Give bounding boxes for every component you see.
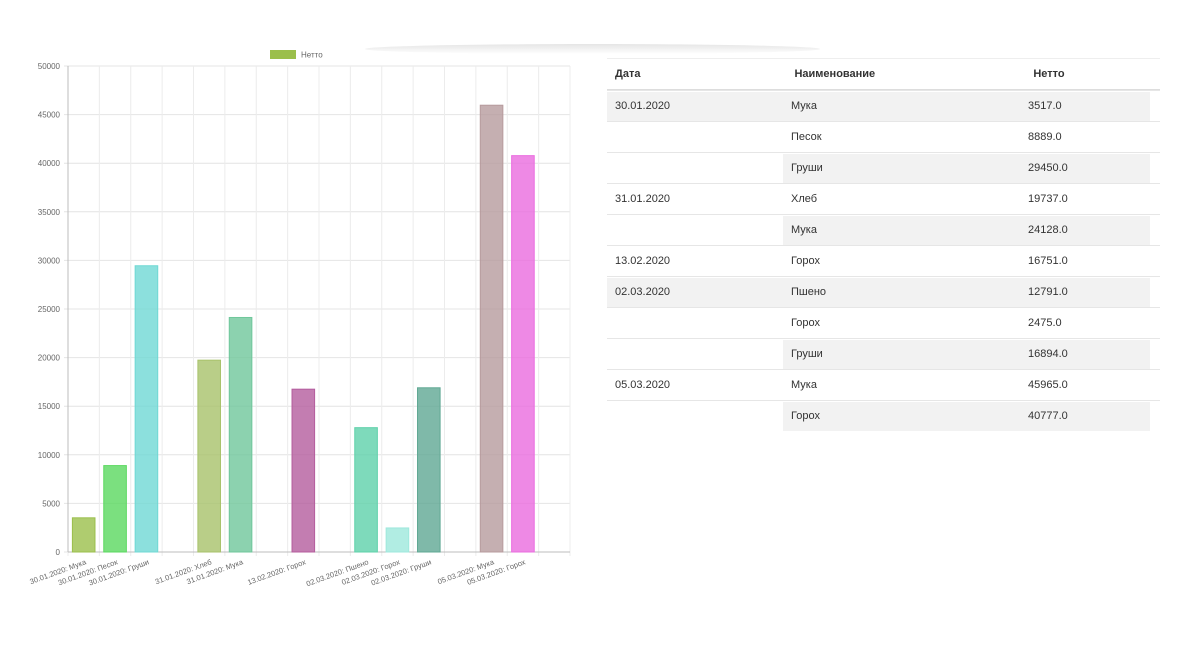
cell-date: 05.03.2020 [607, 370, 783, 400]
cell-name: Песок [791, 131, 822, 143]
cell-netto: 8889.0 [1028, 131, 1062, 143]
cell-netto: 24128.0 [1020, 215, 1150, 245]
cell-name: Горох [791, 317, 820, 329]
table-row: Песок 8889.0 [607, 121, 1160, 152]
cell-date [607, 401, 783, 431]
cell-name: Мука [783, 91, 1020, 121]
cell-date [607, 339, 783, 369]
cell-netto: 19737.0 [1028, 193, 1068, 205]
table-row: 31.01.2020 Хлеб 19737.0 [607, 183, 1160, 214]
cell-name: Мука [791, 379, 817, 391]
cell-date [607, 215, 783, 245]
table-row: Мука 24128.0 [607, 214, 1160, 245]
bar[interactable] [385, 527, 410, 553]
cell-name: Груши [783, 153, 1020, 183]
bar[interactable] [511, 155, 535, 553]
data-table: Дата Наименование Нетто 30.01.2020 Мука 35… [607, 58, 1160, 431]
table-header-row: Дата Наименование Нетто [607, 58, 1160, 90]
bar[interactable] [228, 316, 253, 553]
cell-date: 30.01.2020 [607, 91, 783, 121]
y-tick-label: 15000 [38, 402, 61, 411]
chart-bars [71, 104, 535, 553]
cell-date [607, 308, 783, 338]
cell-netto: 45965.0 [1028, 379, 1068, 391]
y-tick-label: 50000 [38, 62, 61, 71]
table-body: 30.01.2020 Мука 3517.0 Песок 8889.0 Груши 2945… [607, 90, 1160, 431]
cell-date: 31.01.2020 [607, 184, 783, 214]
cell-date [607, 153, 783, 183]
panel-shadow [365, 44, 820, 54]
bar[interactable] [197, 359, 221, 553]
chart-legend[interactable]: Нетто [270, 50, 323, 60]
cell-netto: 3517.0 [1020, 91, 1150, 121]
y-tick-label: 5000 [42, 499, 60, 508]
cell-name: Горох [791, 255, 820, 267]
cell-netto: 12791.0 [1020, 277, 1150, 307]
header-netto[interactable]: Нетто [1033, 68, 1065, 80]
table-row: 05.03.2020 Мука 45965.0 [607, 369, 1160, 400]
table-row: 30.01.2020 Мука 3517.0 [607, 90, 1160, 121]
legend-label: Нетто [301, 51, 323, 60]
table-row: Горох 2475.0 [607, 307, 1160, 338]
cell-netto: 29450.0 [1020, 153, 1150, 183]
y-tick-label: 25000 [38, 305, 61, 314]
cell-netto: 16751.0 [1028, 255, 1068, 267]
bar-chart: 0 5000 10000 15000 20000 25000 30000 35000 40000… [28, 50, 571, 588]
cell-name: Пшено [783, 277, 1020, 307]
table-row: Горох 40777.0 [607, 400, 1160, 431]
table-row: 02.03.2020 Пшено 12791.0 [607, 276, 1160, 307]
y-tick-label: 10000 [38, 451, 61, 460]
header-name[interactable]: Наименование [794, 68, 876, 80]
cell-name: Горох [783, 401, 1020, 431]
y-tick-label: 20000 [38, 354, 61, 363]
table-row: Груши 29450.0 [607, 152, 1160, 183]
cell-date: 02.03.2020 [607, 277, 783, 307]
table-row: Груши 16894.0 [607, 338, 1160, 369]
legend-swatch [270, 50, 296, 59]
y-tick-label: 35000 [38, 208, 61, 217]
header-date[interactable]: Дата [615, 68, 641, 80]
y-tick-label: 0 [56, 548, 61, 557]
x-tick-label: 13.02.2020: Горох [246, 557, 307, 587]
table-row: 13.02.2020 Горох 16751.0 [607, 245, 1160, 276]
cell-name: Хлеб [791, 193, 818, 205]
cell-netto: 2475.0 [1028, 317, 1062, 329]
bar[interactable] [103, 465, 127, 553]
cell-name: Груши [783, 339, 1020, 369]
cell-netto: 16894.0 [1020, 339, 1150, 369]
bar[interactable] [479, 104, 504, 553]
cell-date: 13.02.2020 [607, 246, 783, 276]
y-tick-label: 40000 [38, 159, 61, 168]
bar[interactable] [71, 517, 96, 553]
y-tick-label: 45000 [38, 111, 61, 120]
bar[interactable] [291, 388, 316, 553]
bar[interactable] [417, 387, 441, 553]
bar[interactable] [134, 265, 159, 553]
cell-netto: 40777.0 [1020, 401, 1150, 431]
cell-name: Мука [783, 215, 1020, 245]
y-tick-label: 30000 [38, 256, 61, 265]
cell-date [607, 122, 783, 152]
bar[interactable] [354, 427, 378, 553]
